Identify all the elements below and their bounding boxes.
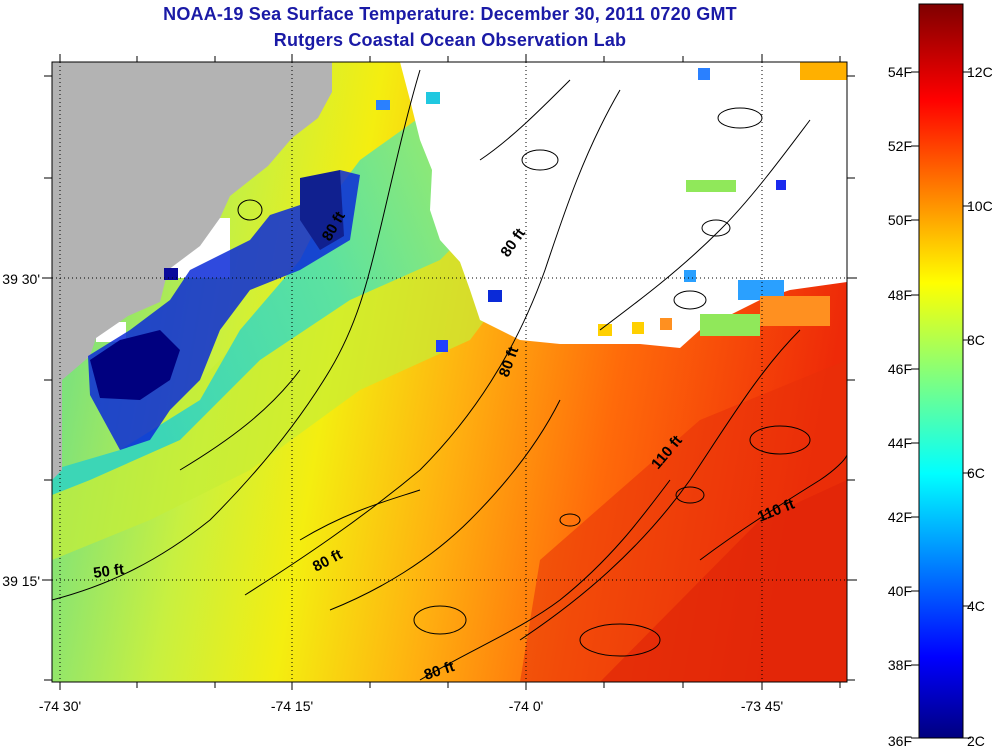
graticule	[52, 62, 847, 682]
contour-80ft-c	[419, 479, 671, 681]
edge-pixel	[660, 318, 672, 330]
contour-ring	[673, 290, 707, 310]
contour-ring	[701, 219, 731, 237]
longitude-tick-label: -74 15'	[271, 698, 313, 714]
edge-pixel	[436, 340, 448, 352]
colorbar-label-c: 12C	[967, 64, 992, 80]
colorbar-gradient	[918, 3, 964, 739]
contour-80ft-a	[244, 89, 621, 596]
contour-ring	[675, 486, 705, 504]
temperature-colorbar: 54F 52F 50F 48F 46F 44F 42F 40F 38F 36F …	[888, 3, 992, 749]
contour-ridge-a	[479, 79, 571, 161]
edge-pixel	[686, 180, 736, 192]
colorbar-label-f: 46F	[888, 361, 912, 377]
colorbar-ticks	[911, 71, 971, 739]
edge-pixel	[632, 322, 644, 334]
longitude-tick-label: -73 45'	[741, 698, 783, 714]
new-jersey-land	[52, 62, 332, 430]
edge-pixel	[426, 92, 440, 104]
colorbar-label-c: 2C	[967, 733, 985, 749]
cold-bay-water	[300, 170, 344, 250]
edge-pixel	[684, 270, 696, 282]
colorbar-label-c: 6C	[967, 465, 985, 481]
longitude-tick-label: -74 0'	[509, 698, 544, 714]
contour-110ft	[519, 329, 801, 641]
contour-label: 50 ft	[92, 561, 125, 582]
colorbar-label-f: 52F	[888, 138, 912, 154]
edge-pixel	[698, 68, 710, 80]
colorbar-label-c: 10C	[967, 198, 992, 214]
contour-ring	[521, 149, 559, 171]
colorbar-label-f: 54F	[888, 64, 912, 80]
edge-pixel	[598, 324, 612, 336]
edge-pixel	[376, 100, 390, 110]
nearshore-water	[52, 90, 470, 495]
latitude-tick-label: 39 30'	[2, 271, 40, 287]
colorbar-label-f: 42F	[888, 509, 912, 525]
warm-water-core	[600, 480, 847, 682]
coldest-inlet-water	[90, 330, 180, 400]
colorbar-label-f: 50F	[888, 212, 912, 228]
bathymetry-contours	[52, 69, 847, 681]
colorbar-label-f: 38F	[888, 657, 912, 673]
contour-110ft-b	[699, 454, 847, 561]
latitude-tick-label: 39 15'	[2, 573, 40, 589]
colorbar-label-c: 4C	[967, 598, 985, 614]
contour-ring	[749, 425, 811, 455]
colorbar-label-f: 40F	[888, 583, 912, 599]
colorbar-label-f: 44F	[888, 435, 912, 451]
colorbar-label-f: 48F	[888, 287, 912, 303]
edge-pixel	[800, 62, 847, 80]
contour-50ft	[52, 69, 421, 601]
contour-80ft-b	[329, 399, 561, 611]
edge-pixel	[488, 290, 502, 302]
colorbar-label-c: 8C	[967, 332, 985, 348]
edge-pixel	[700, 314, 760, 336]
contour-label: 80 ft	[422, 658, 457, 684]
contour-ring	[559, 513, 581, 527]
edge-pixel	[164, 268, 178, 280]
longitude-tick-label: -74 30'	[39, 698, 81, 714]
edge-pixel	[776, 180, 786, 190]
contour-ridge-b	[599, 119, 811, 331]
axis-ticks	[42, 54, 857, 690]
midshelf-water	[52, 230, 500, 560]
colorbar-label-f: 36F	[888, 733, 912, 749]
contour-shoal-b	[179, 369, 301, 471]
edge-pixel	[760, 296, 830, 326]
map-area: 50 ft 80 ft 80 ft 80 ft 80 ft 80 ft 110 …	[52, 62, 847, 684]
map-frame	[51, 61, 848, 683]
contour-ring	[413, 605, 467, 635]
map-title: NOAA-19 Sea Surface Temperature: Decembe…	[163, 4, 737, 24]
edge-pixel	[738, 280, 784, 300]
contour-shoal	[299, 489, 421, 541]
map-subtitle: Rutgers Coastal Ocean Observation Lab	[273, 30, 627, 50]
contour-ring	[237, 199, 263, 221]
no-data-region	[400, 62, 847, 348]
contour-ring	[579, 623, 661, 657]
